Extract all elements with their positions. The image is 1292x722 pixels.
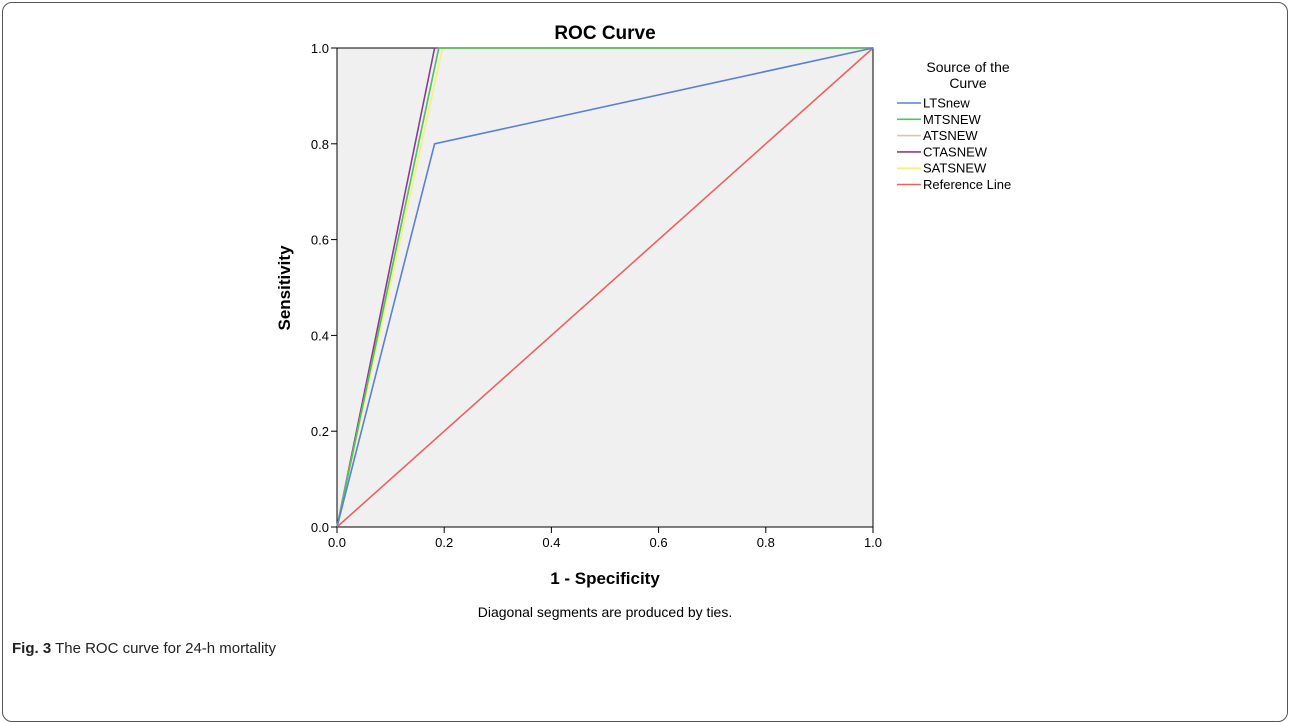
chart-title: ROC Curve: [554, 23, 655, 44]
y-tick-label: 0.4: [311, 328, 329, 343]
axes-layer: 0.0 0.2 0.4 0.6 0.8 1.0 0.0 0.2 0.4 0.6 0.8 1.0: [311, 41, 882, 550]
y-tick-label: 0.2: [311, 424, 329, 439]
series-line-ltsnew: [336, 47, 874, 528]
legend-entry: MTSNEW: [923, 112, 982, 127]
x-tick-label: 0.6: [650, 535, 668, 550]
x-tick-label: 0.4: [542, 535, 560, 550]
y-axis-label: Sensitivity: [275, 245, 294, 331]
x-tick-label: 1.0: [864, 535, 882, 550]
y-tick-label: 0.8: [311, 137, 329, 152]
legend-entry: ATSNEW: [923, 128, 978, 143]
figure-caption: Fig. 3 The ROC curve for 24-h mortality: [12, 640, 276, 657]
legend-entry: SATSNEW: [923, 161, 987, 176]
legend: Source of the Curve LTSnewMTSNEWATSNEWCT…: [897, 59, 1011, 192]
y-tick-label: 0.0: [311, 520, 329, 535]
y-tick-label: 1.0: [311, 41, 329, 56]
legend-title-line: Curve: [949, 75, 987, 91]
figure-caption-text: The ROC curve for 24-h mortality: [55, 640, 276, 657]
legend-entry: Reference Line: [923, 177, 1011, 192]
x-tick-label: 0.8: [757, 535, 775, 550]
legend-entry: CTASNEW: [923, 144, 988, 159]
legend-title-line: Source of the: [926, 59, 1009, 75]
roc-chart: ROC Curve 0.0 0.2 0.4 0.6 0.8 1.0 0.0 0.2 0.4 0.6…: [275, 23, 1011, 620]
x-axis-label: 1 - Specificity: [550, 569, 660, 588]
figure-label: Fig. 3: [12, 640, 52, 657]
series-line-mtsnew: [336, 47, 873, 528]
series-line-reference-line: [336, 47, 874, 528]
series-layer: [336, 47, 874, 528]
footnote: Diagonal segments are produced by ties.: [478, 604, 732, 620]
x-tick-label: 0.2: [435, 535, 453, 550]
y-tick-label: 0.6: [311, 233, 329, 248]
x-tick-label: 0.0: [328, 535, 346, 550]
legend-entry: LTSnew: [923, 96, 970, 111]
